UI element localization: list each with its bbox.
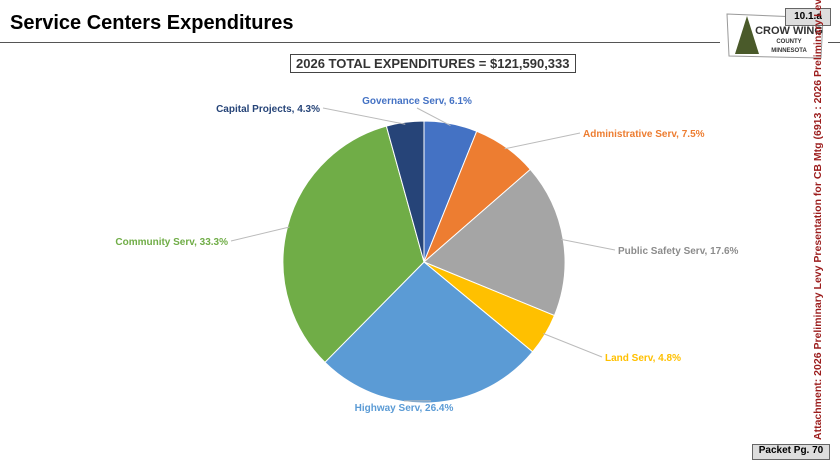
leader-line bbox=[323, 108, 405, 124]
leader-line bbox=[231, 227, 289, 241]
leader-line bbox=[561, 239, 615, 250]
data-label: Administrative Serv, 7.5% bbox=[583, 129, 705, 140]
data-label: Public Safety Serv, 17.6% bbox=[618, 246, 739, 257]
leader-line bbox=[543, 334, 602, 357]
data-label: Land Serv, 4.8% bbox=[605, 353, 681, 364]
leader-line bbox=[505, 133, 580, 149]
data-label: Community Serv, 33.3% bbox=[115, 237, 228, 248]
data-label: Governance Serv, 6.1% bbox=[362, 96, 472, 107]
data-label: Highway Serv, 26.4% bbox=[355, 403, 454, 414]
data-label: Capital Projects, 4.3% bbox=[216, 104, 320, 115]
